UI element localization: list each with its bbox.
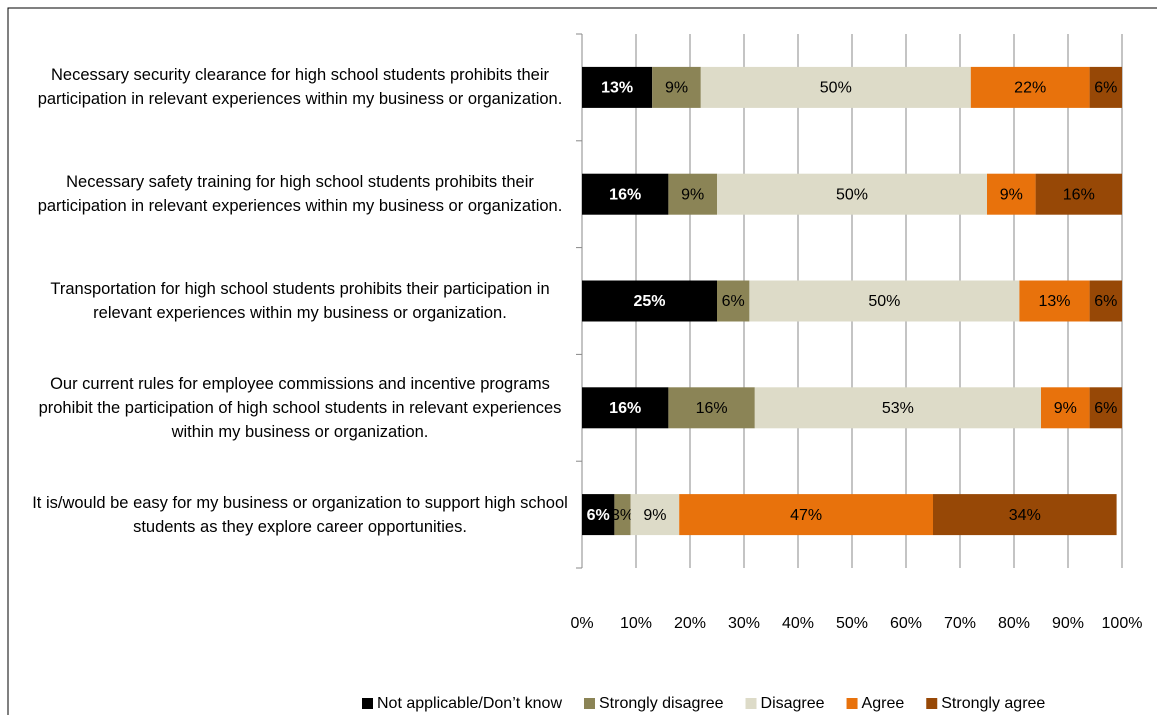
bar-segment	[1089, 280, 1122, 322]
data-label: 16%	[609, 400, 641, 417]
data-label: 16%	[1063, 186, 1095, 203]
bar-segment	[1041, 387, 1090, 429]
data-label: 13%	[601, 80, 633, 97]
legend-swatch	[745, 698, 757, 709]
data-label: 50%	[820, 80, 852, 97]
bar-segment	[614, 494, 631, 536]
data-label: 9%	[681, 186, 704, 203]
data-label: 16%	[609, 186, 641, 203]
x-tick-label: 60%	[890, 615, 922, 632]
data-label: 9%	[1054, 400, 1077, 417]
data-label: 6%	[1094, 80, 1117, 97]
bar-segment	[582, 280, 717, 322]
legend-label: Not applicable/Don’t know	[377, 695, 562, 712]
data-label: 25%	[633, 293, 665, 310]
bar-segment	[679, 494, 933, 536]
legend-label: Strongly agree	[941, 695, 1045, 712]
data-label: 6%	[1094, 293, 1117, 310]
x-tick-label: 0%	[570, 615, 593, 632]
bar-segment	[1089, 387, 1122, 429]
legend-label: Agree	[862, 695, 905, 712]
bar-segment	[987, 173, 1036, 215]
bar-segment	[582, 173, 669, 215]
bar-segment	[717, 280, 750, 322]
bar-segment	[630, 494, 680, 536]
data-label: 6%	[722, 293, 745, 310]
x-tick-label: 40%	[782, 615, 814, 632]
data-label: 6%	[1094, 400, 1117, 417]
bar-segment	[652, 66, 701, 108]
bar-segment	[717, 173, 987, 215]
legend-swatch	[926, 698, 938, 709]
data-label: 47%	[790, 507, 822, 524]
bar-segment	[754, 387, 1041, 429]
data-label: 50%	[868, 293, 900, 310]
data-label: 3%	[611, 507, 634, 524]
category-label: It is/would be easy for my business or o…	[32, 493, 568, 536]
data-label: 16%	[696, 400, 728, 417]
x-tick-label: 80%	[998, 615, 1030, 632]
bar-segment	[582, 66, 653, 108]
bar-segment	[1019, 280, 1090, 322]
x-tick-label: 100%	[1102, 615, 1143, 632]
data-label: 9%	[665, 80, 688, 97]
legend-swatch	[846, 698, 858, 709]
data-label: 22%	[1014, 80, 1046, 97]
legend-swatch	[362, 698, 373, 709]
data-label: 34%	[1009, 507, 1041, 524]
category-label: Necessary safety training for high schoo…	[37, 173, 563, 216]
category-label: Transportation for high school students …	[50, 280, 550, 322]
bar-segment	[970, 66, 1090, 108]
x-tick-label: 10%	[620, 615, 652, 632]
x-tick-label: 50%	[836, 615, 868, 632]
legend-swatch	[584, 698, 595, 709]
bar-segment	[933, 494, 1117, 536]
bar-segment	[582, 387, 669, 429]
bar-segment	[668, 387, 755, 429]
x-tick-label: 20%	[674, 615, 706, 632]
data-label: 53%	[882, 400, 914, 417]
bar-segment	[582, 494, 615, 536]
category-label: Our current rules for employee commissio…	[38, 374, 562, 441]
bar-segment	[749, 280, 1020, 322]
chart-border	[7, 7, 1157, 715]
x-tick-label: 70%	[944, 615, 976, 632]
category-label: Necessary security clearance for high sc…	[37, 66, 563, 109]
data-label: 6%	[587, 507, 610, 524]
bar-segment	[1089, 66, 1122, 108]
legend-label: Strongly disagree	[599, 695, 724, 712]
x-tick-label: 30%	[728, 615, 760, 632]
legend-label: Disagree	[761, 695, 825, 712]
data-label: 9%	[1000, 186, 1023, 203]
bar-segment	[1035, 173, 1122, 215]
data-label: 9%	[643, 507, 666, 524]
x-tick-label: 90%	[1052, 615, 1084, 632]
bar-segment	[668, 173, 717, 215]
bar-segment	[700, 66, 971, 108]
data-label: 50%	[836, 186, 868, 203]
data-label: 13%	[1038, 293, 1070, 310]
